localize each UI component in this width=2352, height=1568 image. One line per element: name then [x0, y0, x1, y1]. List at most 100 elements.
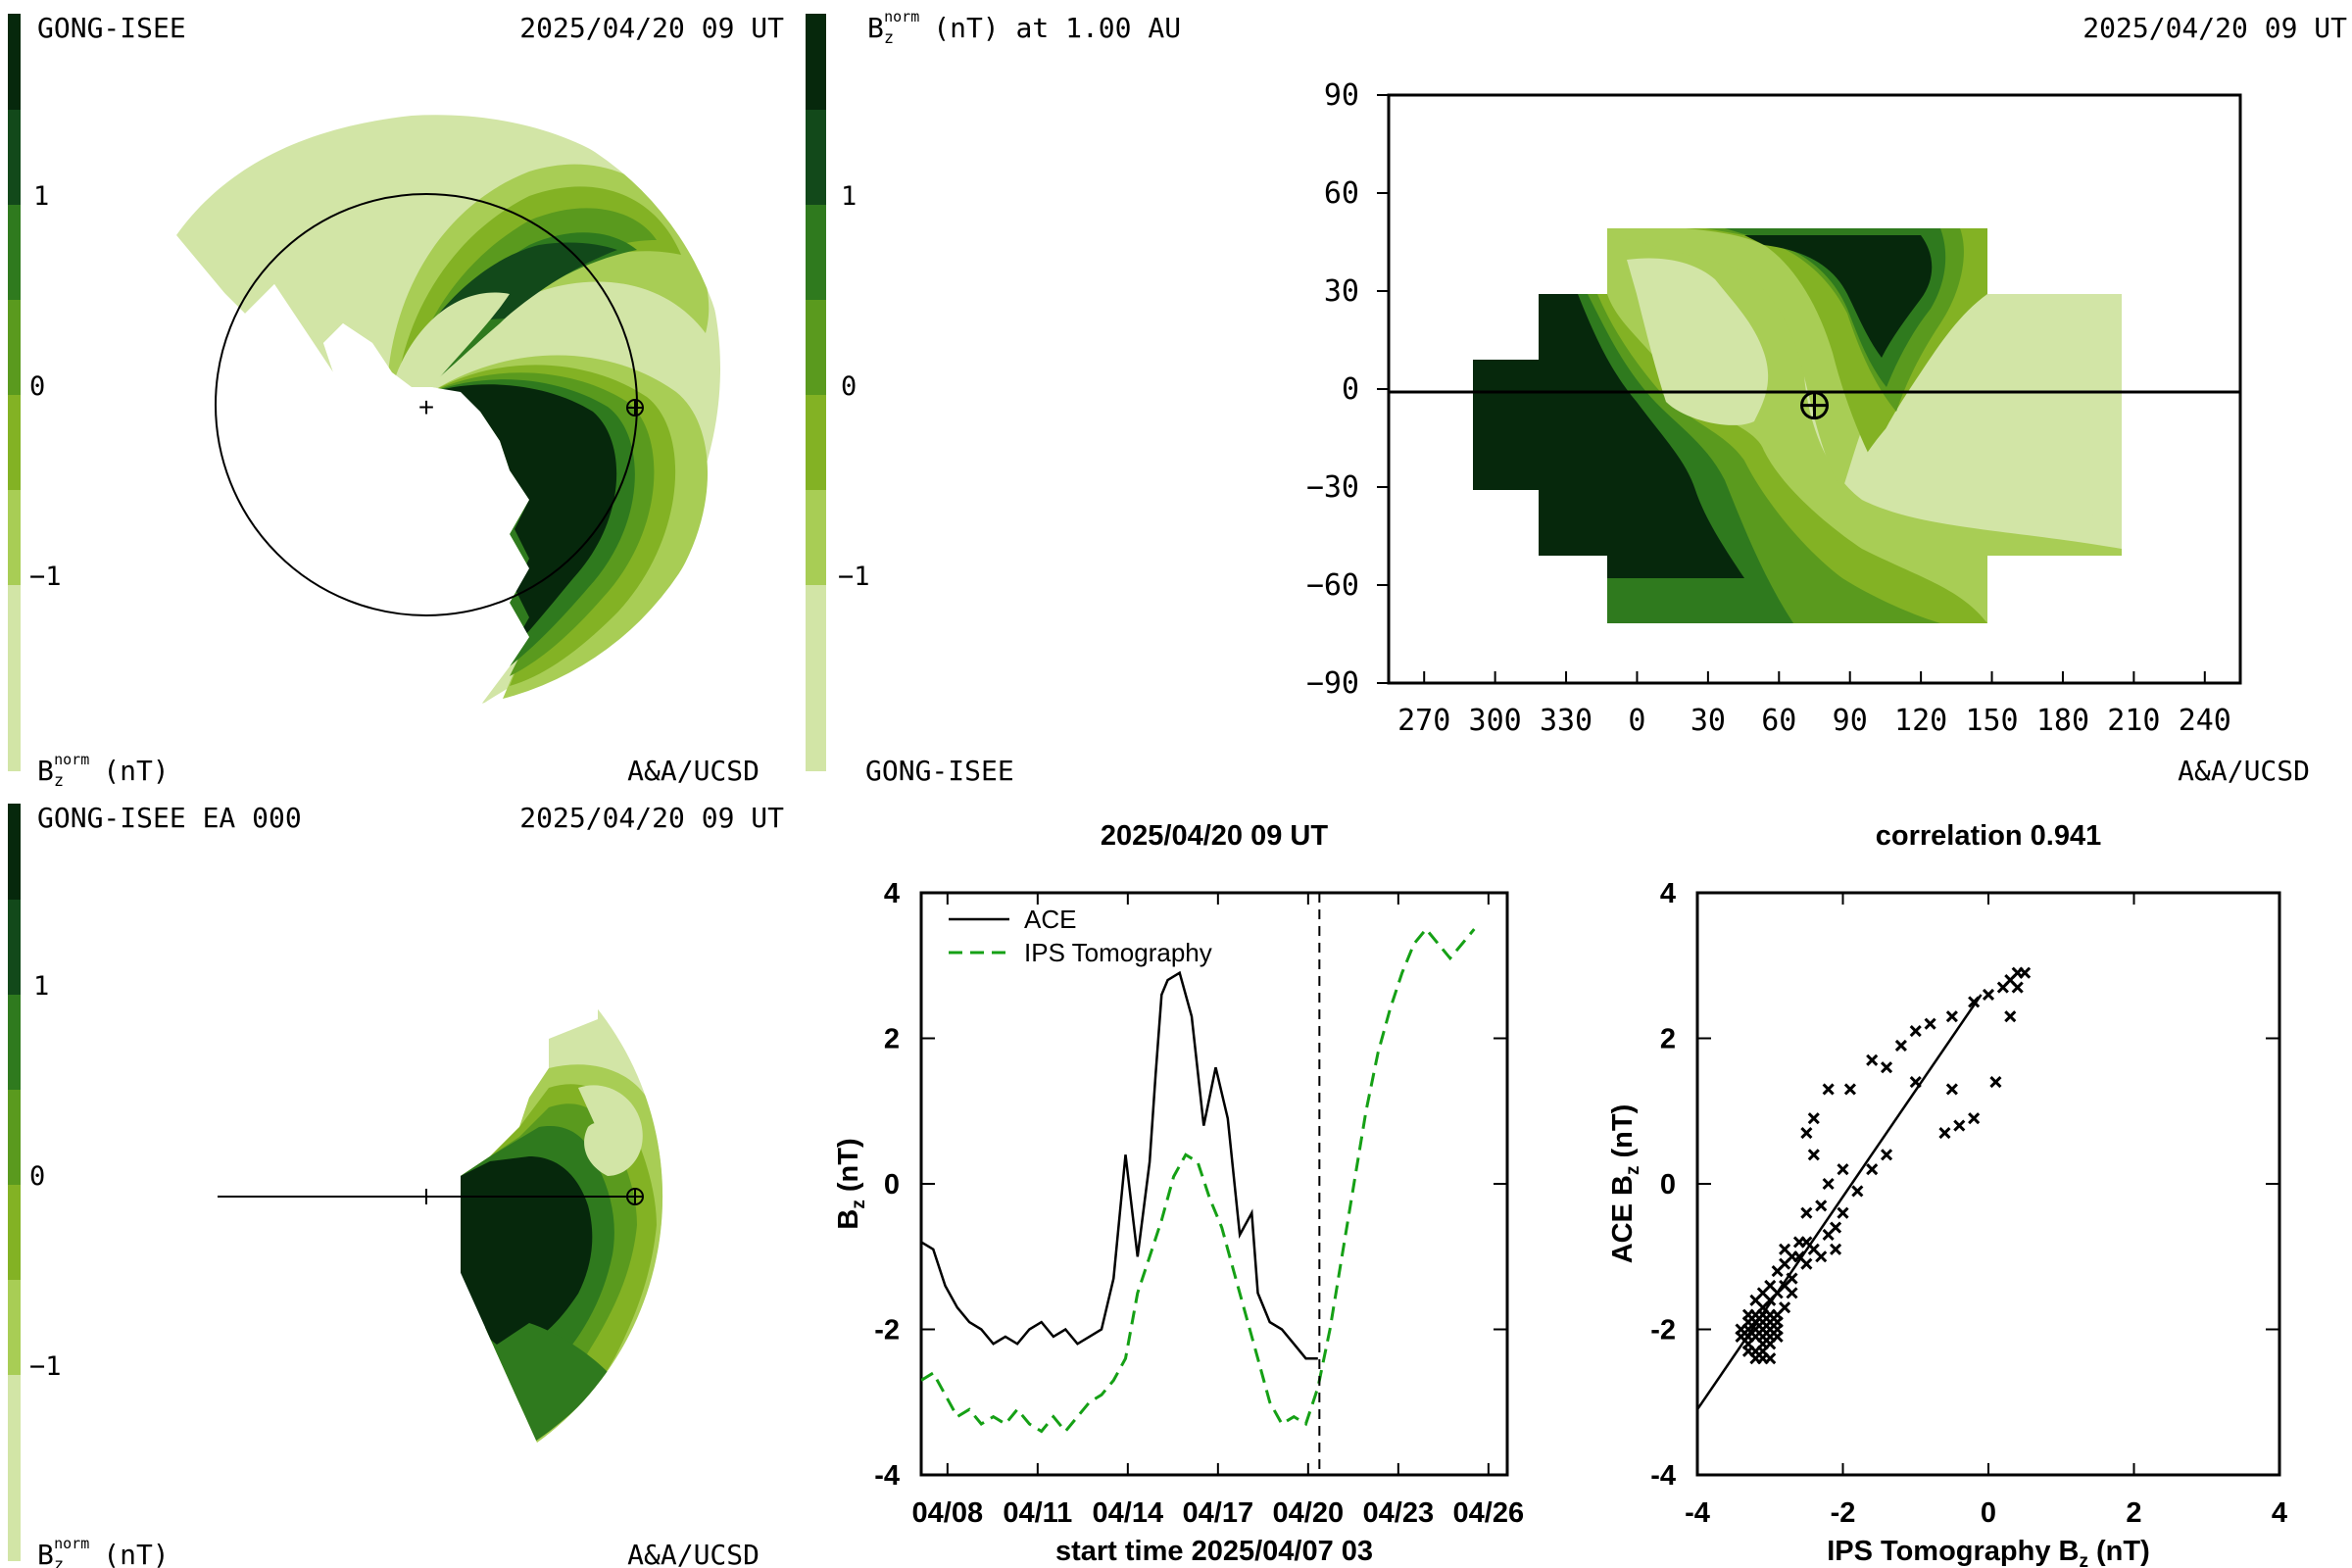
scatter-point: [1843, 1083, 1856, 1096]
x-tick-label: 04/23: [1363, 1497, 1435, 1529]
x-tick-label: 180: [2036, 704, 2089, 738]
scatter-point: [1909, 1075, 1922, 1089]
x-tick-label: 90: [1833, 704, 1868, 738]
x-tick-label: 04/11: [1003, 1497, 1072, 1529]
colorbar-tick-1: 1: [33, 181, 49, 212]
scatter-point: [1815, 1250, 1828, 1263]
scatter-point: [1771, 1265, 1784, 1278]
scatter-point: [1945, 1010, 1958, 1023]
colorbar-level-1: [806, 585, 826, 771]
y-axis-label: ACE Bz (nT): [1607, 1104, 1643, 1264]
map-region-east-light: [1862, 377, 2122, 519]
bz-norm-label: Bznorm (nT): [37, 1535, 170, 1568]
x-tick-label: 0: [1981, 1497, 1996, 1529]
x-tick-label: 2: [2126, 1497, 2141, 1529]
colorbar-level-3: [806, 395, 826, 490]
colorbar-level-3: [8, 395, 21, 490]
scatter-point: [1830, 1221, 1842, 1234]
chart-title: correlation 0.941: [1876, 820, 2102, 852]
colorbar-level-5: [8, 995, 21, 1090]
scatter-point: [1800, 1206, 1813, 1219]
colorbar-tick-minus1: −1: [29, 562, 62, 592]
scatter-point: [1945, 1083, 1958, 1096]
x-tick-label: 150: [1965, 704, 2018, 738]
y-tick-label: 90: [1324, 78, 1359, 113]
colorbar-level-6: [8, 900, 21, 995]
colorbar-tick-0: 0: [29, 1161, 45, 1192]
ea-region-dark: [461, 1156, 593, 1352]
scatter-point: [1786, 1287, 1798, 1299]
colorbar-tick-1: 1: [841, 181, 857, 212]
scatter-point: [1866, 1054, 1879, 1066]
time-axes: 04/08 04/11 04/14 04/17 04/20 04/23 04/26 4 2 0 -2…: [874, 878, 1524, 1529]
colorbar-bottom-left: [8, 804, 21, 1561]
panel-bottom-left: 1 0 −1 GONG-ISEE EA 000 2025/04/20 09 UT…: [8, 802, 784, 1568]
polar-map-top-left-mask-left: [118, 196, 529, 715]
y-tick-label: −30: [1306, 470, 1359, 505]
map-axis-ticks: 270 300 330 0 30 60 90 120 150 180 210 2409060300−3…: [1306, 78, 2231, 738]
x-tick-label: -2: [1831, 1497, 1856, 1529]
scatter-point: [1800, 1126, 1813, 1140]
map-region-north-core: [1744, 235, 1933, 358]
panel-bottom-right: correlation 0.941 -4 -2 0 2 4 4 2 0 -2 -4 IPS Tom…: [1607, 820, 2287, 1568]
scatter-point: [1837, 1206, 1849, 1219]
x-tick-label: 120: [1894, 704, 1947, 738]
panel-top-left: 1 0 −1 GONG-ISEE 2025/04/20 09 UT +: [8, 12, 784, 791]
earth-marker-top-left: [626, 399, 644, 416]
bz-norm-title: Bznorm (nT) at 1.00 AU: [867, 8, 1181, 48]
colorbar-level-7: [8, 804, 21, 900]
plot-frame: [919, 891, 1509, 1477]
regression-line: [1697, 994, 1983, 1410]
scatter-point: [2004, 1010, 2017, 1023]
panel-bottom-middle: 2025/04/20 09 UT 04/08 04/11 04/14 04/17 04/…: [833, 820, 1524, 1567]
y-tick-label: -2: [874, 1315, 900, 1347]
scatter-point: [1822, 1177, 1835, 1191]
y-tick-label: 4: [884, 878, 900, 909]
x-tick-label: 0: [1628, 704, 1645, 738]
scatter-point: [1800, 1257, 1813, 1270]
colorbar-level-7: [806, 14, 826, 110]
legend-label-ips: IPS Tomography: [1024, 938, 1212, 967]
y-tick-label: -4: [874, 1460, 900, 1492]
y-tick-label: 60: [1324, 176, 1359, 211]
colorbar-level-6: [806, 110, 826, 205]
scatter-axes: -4 -2 0 2 4 4 2 0 -2 -4: [1650, 878, 2287, 1529]
scatter-point: [1924, 1017, 1936, 1030]
scatter-point: [1909, 1025, 1922, 1038]
colorbar-level-2: [806, 490, 826, 585]
panel-top-right: 1 0 −1 Bznorm (nT) at 1.00 AU 2025/04/20 …: [806, 8, 2347, 787]
x-tick-label: 60: [1761, 704, 1796, 738]
panel-footer-left: GONG-ISEE: [865, 755, 1014, 787]
x-tick-label: 04/26: [1453, 1497, 1525, 1529]
colorbar-level-4: [806, 300, 826, 395]
scatter-point: [1989, 1075, 2002, 1089]
earth-orbit-circle-top-left: [215, 193, 638, 616]
map-region-dark: [1473, 294, 1744, 578]
panel-title: Bznorm (nT) at 1.00 AU: [867, 8, 1181, 48]
scatter-point: [1749, 1308, 1762, 1321]
y-tick-label: -2: [1650, 1315, 1676, 1347]
series-ace-line: [921, 970, 1318, 1360]
panel-title-left: GONG-ISEE EA 000: [37, 802, 302, 834]
x-tick-label: 04/20: [1273, 1497, 1345, 1529]
scatter-point: [2011, 981, 2024, 994]
panel-title-date: 2025/04/20 09 UT: [519, 12, 784, 44]
colorbar-level-7: [8, 14, 21, 110]
x-tick-label: 330: [1540, 704, 1592, 738]
sun-marker-top-left: +: [418, 392, 434, 422]
y-tick-label: 30: [1324, 274, 1359, 309]
panel-title-left: GONG-ISEE: [37, 12, 186, 44]
x-tick-label: 30: [1690, 704, 1726, 738]
panel-title-date: 2025/04/20 09 UT: [519, 802, 784, 834]
scatter-point: [1880, 1149, 1893, 1161]
panel-credit: A&A/UCSD: [2178, 755, 2310, 787]
y-tick-label: 0: [1342, 372, 1359, 407]
panel-footer-label-left: Bznorm (nT): [37, 1535, 170, 1568]
sun-disk-top-left: [413, 391, 440, 418]
y-tick-label: −60: [1306, 568, 1359, 603]
x-tick-label: 04/08: [912, 1497, 984, 1529]
y-tick-label: 4: [1660, 878, 1676, 909]
earth-marker-bottom-left: [626, 1188, 644, 1205]
colorbar-level-6: [8, 110, 21, 205]
ea-region-light-curl: [578, 1085, 643, 1176]
